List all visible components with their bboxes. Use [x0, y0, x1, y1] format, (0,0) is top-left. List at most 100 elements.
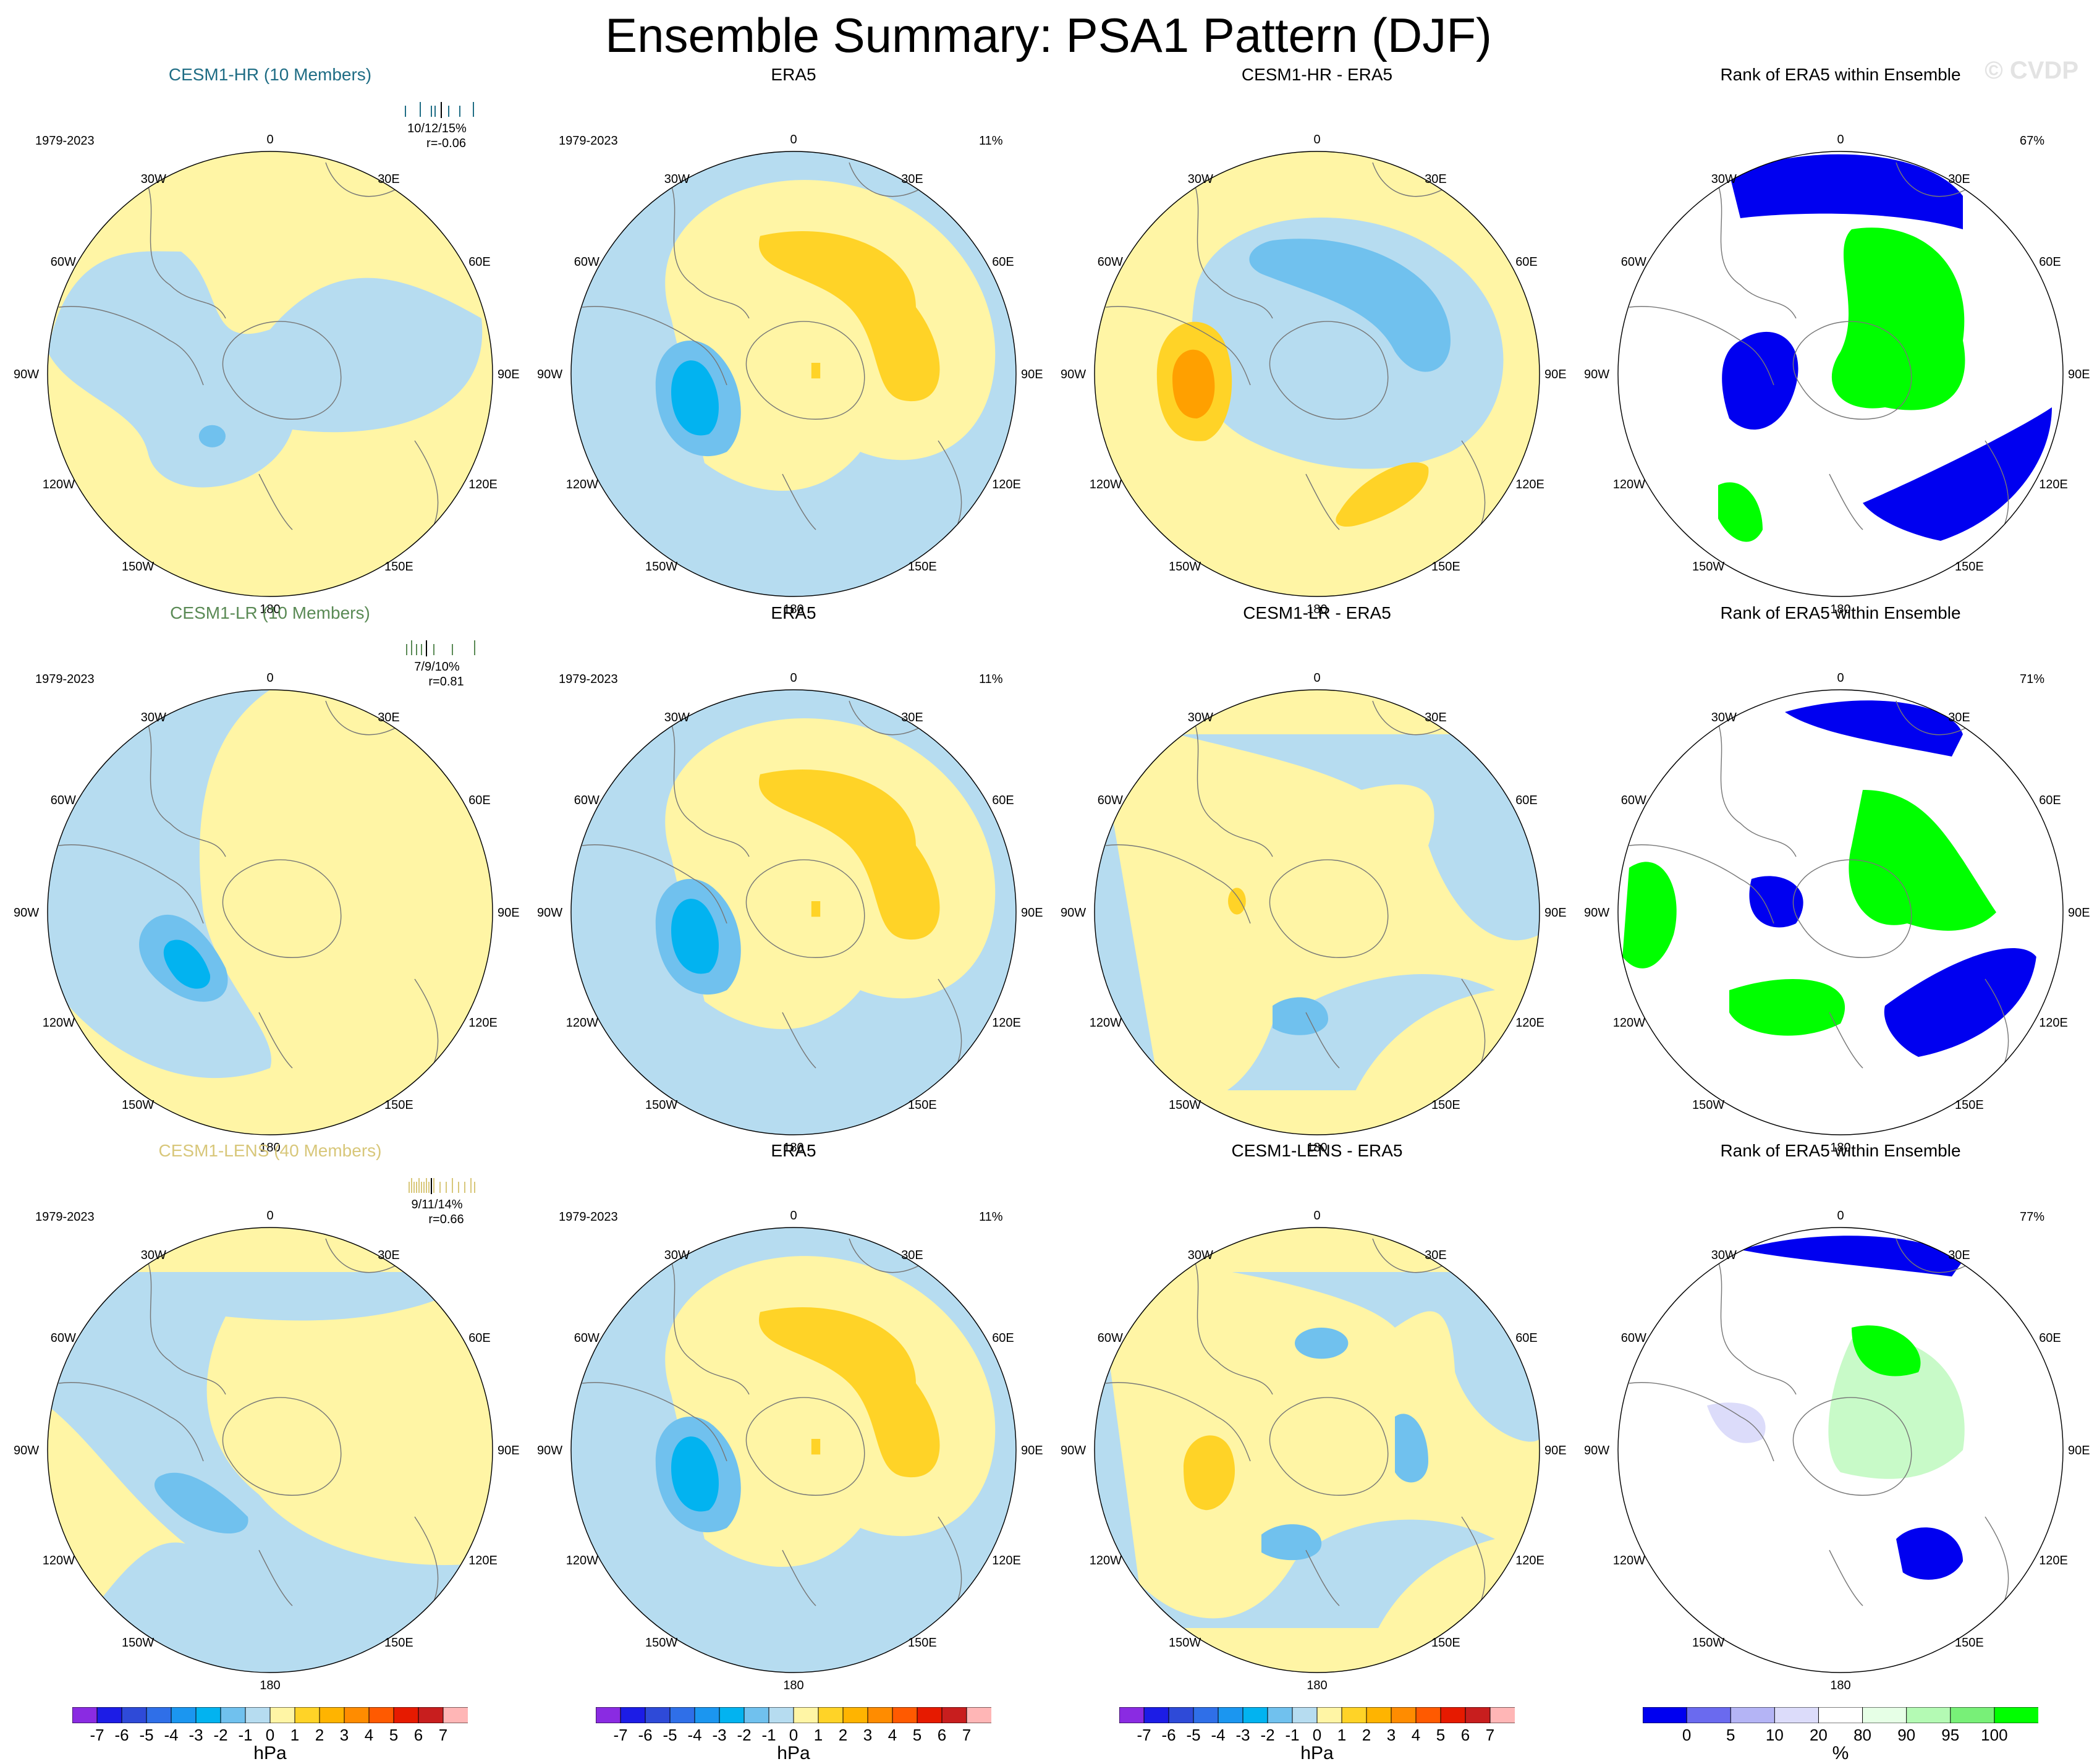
colorbar-tick-label: 5 [1436, 1726, 1446, 1744]
colorbar-tick-label: 1 [1337, 1726, 1347, 1744]
colorbar-swatch [818, 1707, 844, 1723]
ensemble-spread-strip [409, 1178, 475, 1194]
longitude-label-r120: 120E [1515, 478, 1544, 491]
colorbar-swatch [941, 1707, 967, 1723]
rank-percentage-label: 67% [2020, 134, 2045, 148]
colorbar-swatch [96, 1707, 122, 1723]
obs-panel-title: ERA5 [771, 603, 816, 622]
longitude-label-l150: 150W [1169, 1098, 1201, 1113]
colorbar-swatch [768, 1707, 794, 1723]
colorbar-swatch [146, 1707, 172, 1723]
colorbar-tick-label: 0 [789, 1726, 799, 1744]
coastline [582, 700, 962, 1080]
longitude-label-r90: 90E [498, 906, 520, 920]
colorbar-tick-label: 10 [1765, 1726, 1784, 1744]
map-panel-r2-c0 [47, 1227, 493, 1673]
longitude-label-r30: 30E [901, 711, 923, 724]
contour-region-1 [1095, 712, 1540, 1135]
longitude-label-l60: 60W [1097, 794, 1123, 807]
colorbar-swatch [743, 1707, 769, 1723]
contour-region-3 [1749, 876, 1803, 928]
colorbar-swatch [1316, 1707, 1342, 1723]
colorbar-swatch [220, 1707, 246, 1723]
longitude-label-l60: 60W [1620, 1331, 1646, 1345]
colorbar-swatch [620, 1707, 646, 1723]
colorbar-swatch [344, 1707, 370, 1723]
variance-explained-label: 11% [979, 134, 1003, 148]
colorbar-tick-label: -6 [1161, 1726, 1176, 1744]
contour-region-1 [1622, 862, 1677, 969]
period-label: 1979-2023 [559, 134, 618, 148]
colorbar-swatch [368, 1707, 394, 1723]
map-panel-r2-c3 [1617, 1227, 2064, 1673]
colorbar-tick-label: -2 [1260, 1726, 1275, 1744]
colorbar-tick-label: -3 [712, 1726, 727, 1744]
longitude-label-l60: 60W [574, 794, 599, 807]
correlation-label: r=-0.06 [426, 137, 466, 150]
colorbar-swatch [269, 1707, 295, 1723]
longitude-label-l120: 120W [1612, 1016, 1646, 1030]
longitude-label-top: 0 [1313, 133, 1321, 146]
contour-region-0 [48, 251, 483, 488]
colorbar-tick-label: 95 [1941, 1726, 1960, 1744]
longitude-label-r30: 30E [901, 1249, 923, 1262]
longitude-label-r120: 120E [468, 478, 498, 491]
colorbar-1 [1643, 1707, 2038, 1723]
longitude-label-top: 0 [790, 133, 797, 146]
colorbar-swatch [245, 1707, 271, 1723]
variance-explained-label: 11% [979, 672, 1003, 686]
map-panel-r1-c1 [570, 689, 1017, 1135]
longitude-label-r90: 90E [1544, 1444, 1567, 1457]
longitude-label-l120: 120W [1612, 478, 1646, 491]
longitude-label-r120: 120E [468, 1554, 498, 1567]
longitude-label-l30: 30W [1187, 711, 1213, 724]
longitude-label-r120: 120E [468, 1016, 498, 1030]
colorbar-swatch [171, 1707, 197, 1723]
longitude-label-l90: 90W [537, 368, 563, 381]
longitude-label-l150: 150W [645, 1098, 678, 1113]
longitude-label-r90: 90E [2068, 1444, 2090, 1457]
longitude-label-l150: 150W [122, 1098, 155, 1113]
longitude-label-l30: 30W [664, 172, 690, 186]
colorbar-swatch [1818, 1707, 1863, 1723]
colorbar-swatch [1218, 1707, 1243, 1723]
coastline [1105, 162, 1486, 541]
colorbar-swatch [1994, 1707, 2038, 1723]
colorbar-tick-label: 0 [1312, 1726, 1322, 1744]
longitude-label-bottom: 180 [1307, 1141, 1328, 1155]
longitude-label-l150: 150W [1692, 1098, 1725, 1113]
colorbar-swatch [867, 1707, 893, 1723]
longitude-label-r60: 60E [1515, 794, 1538, 807]
colorbar-tick-label: -3 [1235, 1726, 1250, 1744]
map-panel-r2-c1 [570, 1227, 1017, 1673]
colorbar-swatch [1292, 1707, 1318, 1723]
longitude-label-r30: 30E [1948, 172, 1970, 186]
longitude-label-l90: 90W [1584, 906, 1610, 920]
colorbar-swatch [1267, 1707, 1293, 1723]
variance-explained-label: 11% [979, 1210, 1003, 1224]
colorbar-tick-label: 7 [962, 1726, 972, 1744]
colorbar-swatch [1143, 1707, 1169, 1723]
longitude-label-r150: 150E [908, 560, 937, 574]
model-panel-title: CESM1-HR (10 Members) [168, 65, 372, 84]
map-border [1094, 151, 1540, 597]
colorbar-tick-label: -7 [613, 1726, 628, 1744]
longitude-label-bottom: 180 [783, 603, 804, 616]
longitude-label-r60: 60E [2039, 1331, 2061, 1345]
longitude-label-bottom: 180 [783, 1141, 804, 1155]
longitude-label-top: 0 [1837, 1209, 1844, 1223]
longitude-label-l60: 60W [574, 255, 599, 269]
longitude-label-r90: 90E [1544, 368, 1567, 381]
colorbar-tick-label: 3 [1386, 1726, 1396, 1744]
longitude-label-r30: 30E [1948, 1249, 1970, 1262]
longitude-label-bottom: 180 [1307, 603, 1328, 616]
colorbar-unit-label: hPa [253, 1743, 287, 1763]
longitude-label-l90: 90W [14, 906, 40, 920]
correlation-label: r=0.66 [428, 1213, 464, 1226]
period-label: 1979-2023 [559, 672, 618, 686]
watermark: © CVDP [1985, 57, 2078, 84]
colorbar-swatch [72, 1707, 98, 1723]
longitude-label-l30: 30W [1187, 172, 1213, 186]
contour-region-0 [665, 180, 996, 491]
colorbar-tick-label: -1 [761, 1726, 776, 1744]
